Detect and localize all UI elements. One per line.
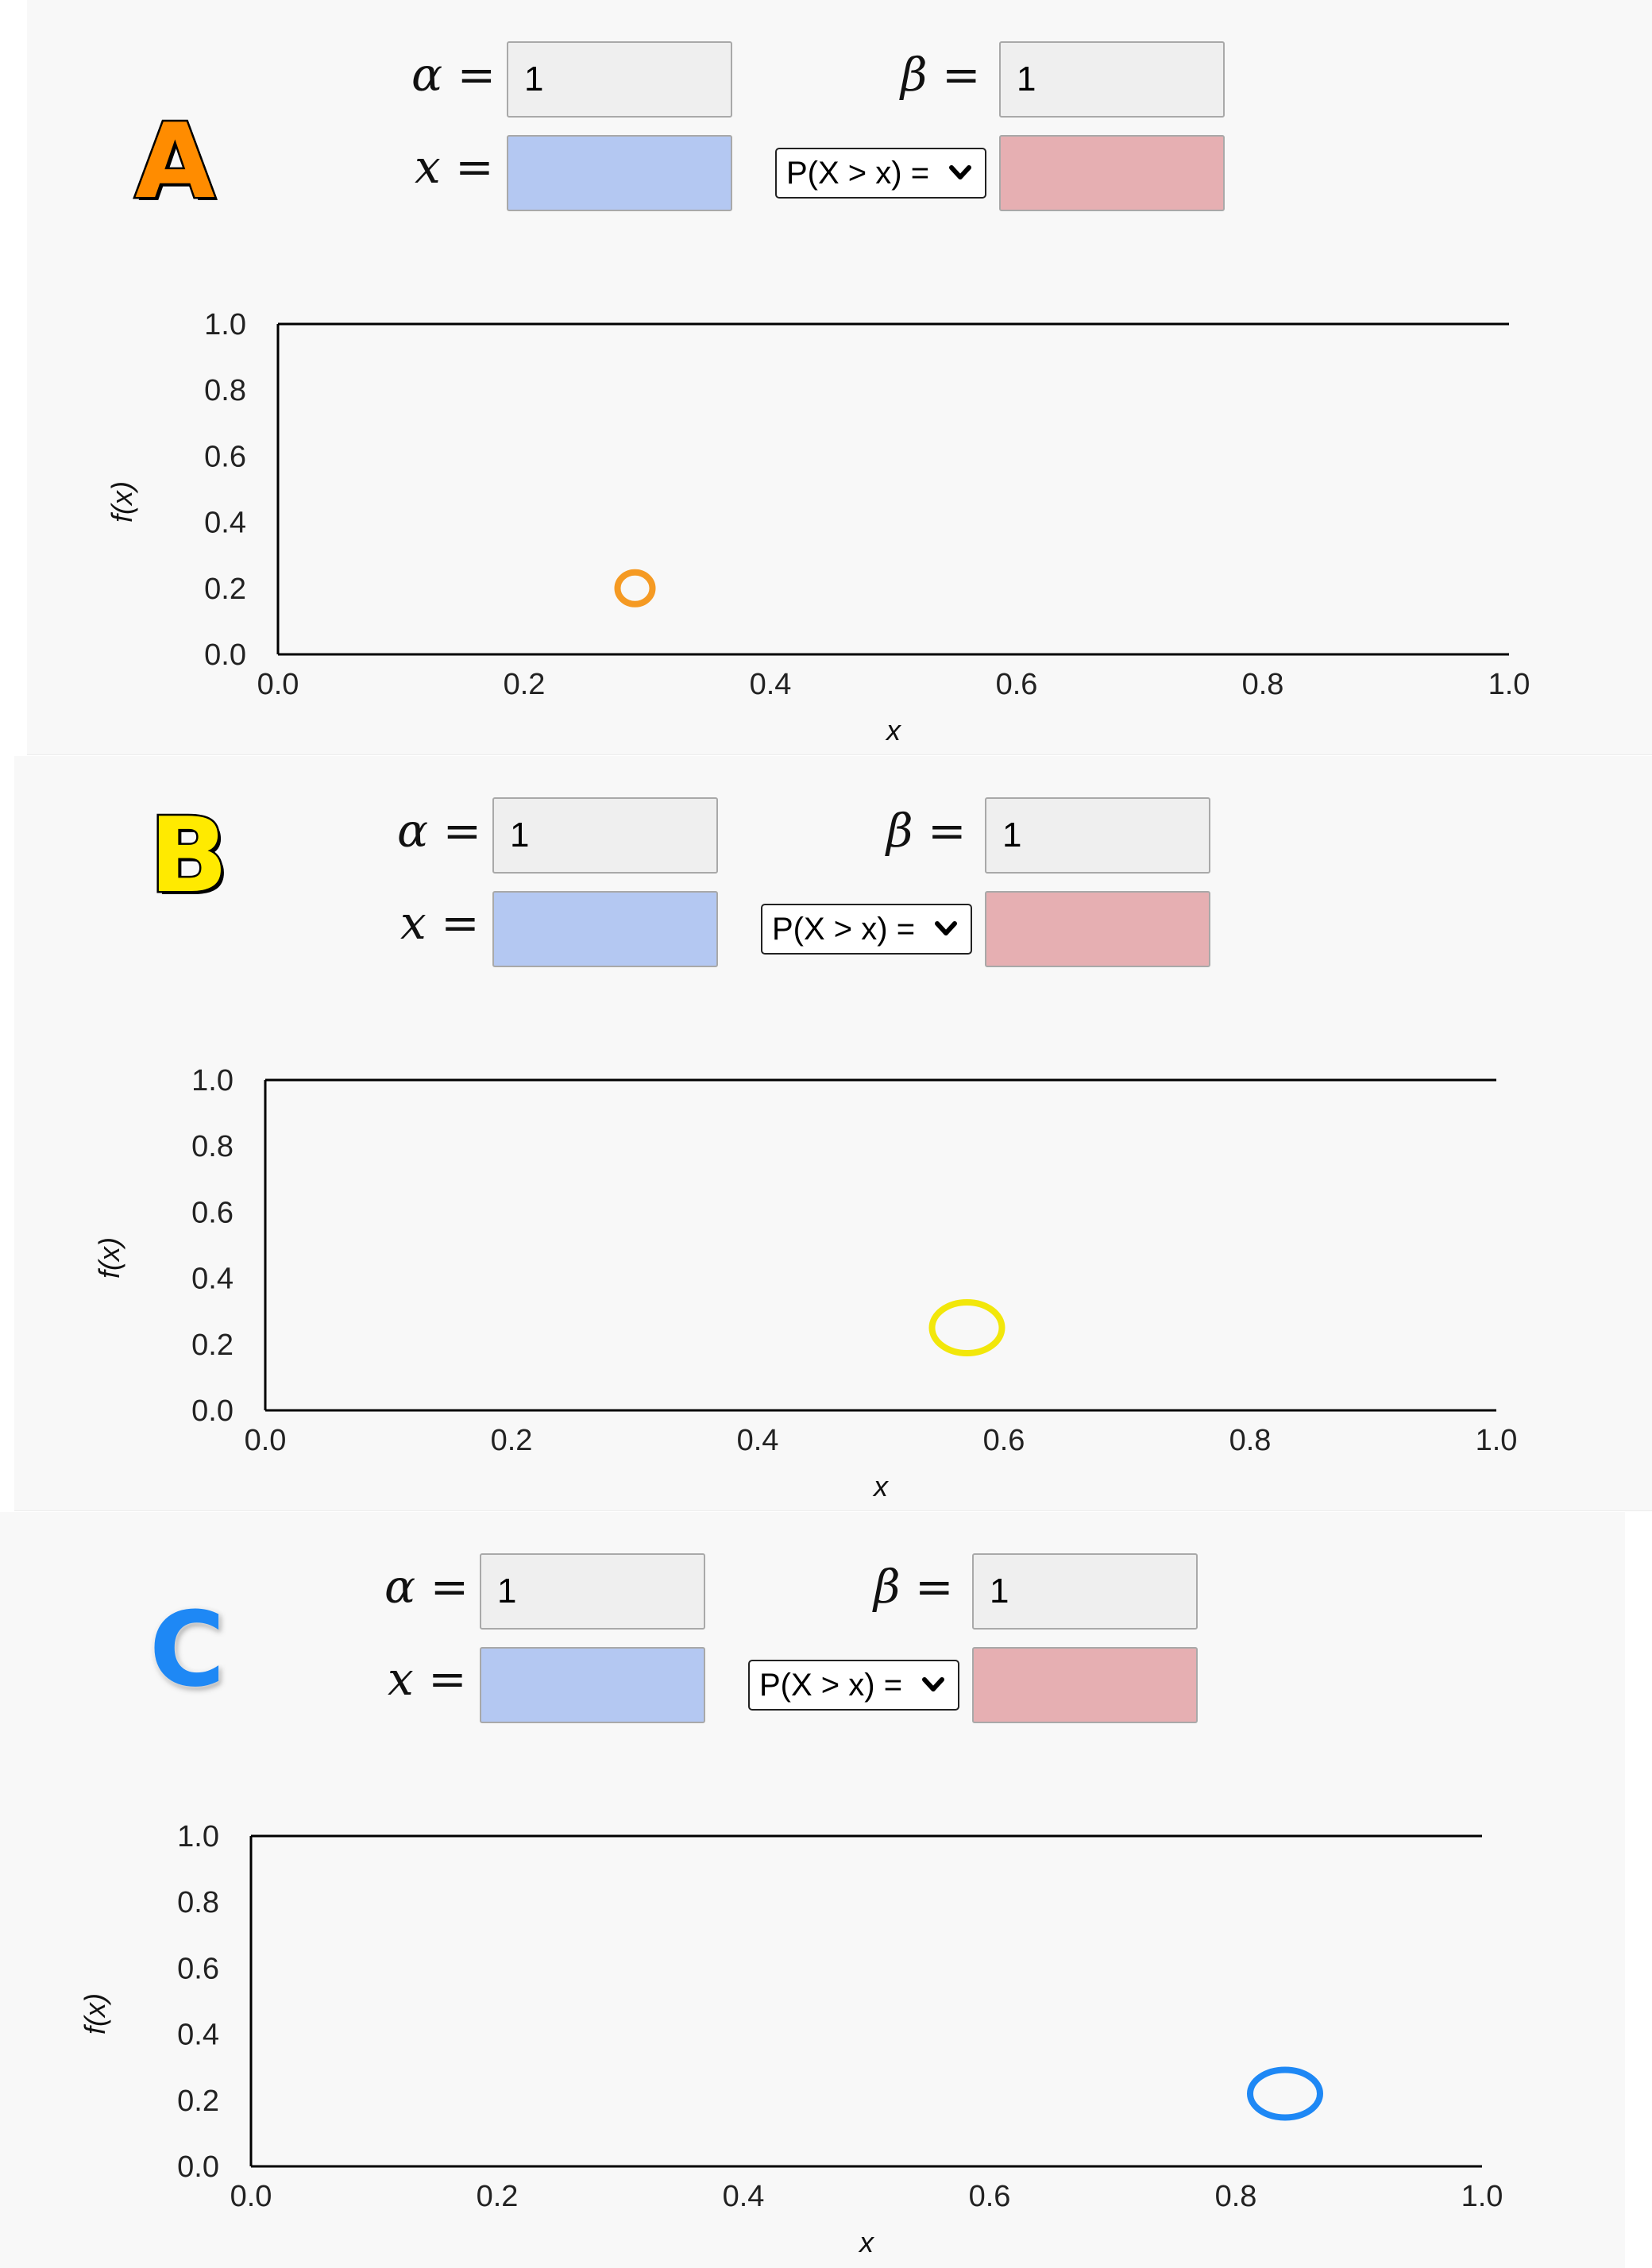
x-input[interactable] (480, 1647, 705, 1723)
x-label: x = (400, 896, 480, 950)
x-axis-label: x (885, 714, 902, 746)
y-tick-label: 0.6 (191, 1196, 234, 1229)
x-tick-label: 0.0 (257, 668, 299, 701)
x-axis-label: x (872, 1470, 890, 1502)
y-tick-label: 0.2 (204, 573, 246, 606)
y-tick-label: 0.0 (177, 2150, 219, 2184)
y-tick-label: 0.4 (191, 1263, 234, 1296)
y-axis-label: f(x) (79, 1993, 111, 2035)
y-tick-label: 0.4 (177, 2019, 219, 2052)
probability-select-value: P(X > x) = (759, 1667, 903, 1703)
y-tick-label: 0.4 (204, 507, 246, 540)
y-axis-label: f(x) (106, 481, 138, 523)
beta-panel-b: B α = β = x = P(X > x) = 0.0 0.2 0.4 0.6 0.8… (14, 756, 1652, 1510)
x-tick-label: 0.8 (1229, 1424, 1272, 1457)
x-tick-label: 1.0 (1488, 668, 1530, 701)
x-input[interactable] (492, 891, 718, 967)
x-tick-label: 1.0 (1461, 2180, 1503, 2213)
beta-label: β = (874, 1560, 954, 1614)
probability-select[interactable]: P(X > x) = (761, 904, 972, 955)
beta-input[interactable] (985, 797, 1210, 874)
panel-badge: A (133, 101, 218, 222)
y-tick-label: 0.6 (177, 1952, 219, 1985)
alpha-label: α = (384, 1560, 469, 1614)
beta-label: β = (901, 48, 981, 102)
alpha-label: α = (397, 804, 482, 858)
panel-badge: C (149, 1589, 226, 1710)
probability-output[interactable] (972, 1647, 1198, 1723)
x-input[interactable] (507, 135, 732, 211)
panel-badge: B (147, 795, 230, 916)
density-chart: 0.0 0.2 0.4 0.6 0.8 1.0 0.0 0.2 0.4 0.6 0.8 1.0 x f(x… (79, 1820, 1503, 2258)
y-tick-label: 1.0 (204, 308, 246, 341)
probability-select[interactable]: P(X > x) = (775, 148, 986, 199)
x-tick-label: 1.0 (1476, 1424, 1518, 1457)
alpha-input[interactable] (480, 1553, 705, 1630)
y-tick-label: 0.0 (204, 638, 246, 672)
y-tick-label: 0.8 (191, 1130, 234, 1163)
x-tick-label: 0.4 (737, 1424, 779, 1457)
x-tick-label: 0.6 (969, 2180, 1011, 2213)
alpha-input[interactable] (507, 41, 732, 118)
y-axis-label: f(x) (93, 1237, 125, 1279)
y-tick-label: 0.2 (177, 2085, 219, 2118)
data-point-marker[interactable] (928, 1299, 1005, 1356)
y-tick-label: 1.0 (191, 1064, 234, 1097)
y-tick-label: 0.8 (177, 1886, 219, 1919)
y-tick-label: 0.0 (191, 1394, 234, 1428)
probability-output[interactable] (985, 891, 1210, 967)
x-tick-label: 0.2 (477, 2180, 519, 2213)
data-point-marker[interactable] (614, 569, 656, 608)
beta-input[interactable] (999, 41, 1225, 118)
probability-select-value: P(X > x) = (786, 155, 930, 191)
y-tick-label: 0.8 (204, 374, 246, 407)
y-tick-label: 0.6 (204, 440, 246, 473)
x-tick-label: 0.0 (245, 1424, 287, 1457)
chevron-down-icon (949, 165, 971, 179)
beta-label: β = (886, 804, 967, 858)
x-tick-label: 0.8 (1242, 668, 1284, 701)
x-axis-label: x (858, 2226, 875, 2258)
probability-select[interactable]: P(X > x) = (748, 1660, 959, 1711)
chevron-down-icon (922, 1677, 944, 1691)
x-tick-label: 0.6 (983, 1424, 1025, 1457)
x-tick-label: 0.0 (230, 2180, 272, 2213)
probability-select-value: P(X > x) = (772, 911, 916, 947)
data-point-marker[interactable] (1247, 2066, 1323, 2121)
density-chart: 0.0 0.2 0.4 0.6 0.8 1.0 0.0 0.2 0.4 0.6 0.8 1.0 x f(x… (106, 308, 1530, 746)
beta-input[interactable] (972, 1553, 1198, 1630)
beta-panel-a: A α = β = x = P(X > x) = 0.0 0.2 0.4 0.6 0.8… (27, 0, 1652, 754)
alpha-label: α = (411, 48, 496, 102)
x-label: x = (388, 1652, 467, 1706)
chevron-down-icon (935, 921, 957, 935)
density-chart: 0.0 0.2 0.4 0.6 0.8 1.0 0.0 0.2 0.4 0.6 0.8 1.0 x f(x… (93, 1064, 1518, 1502)
y-tick-label: 0.2 (191, 1329, 234, 1362)
x-tick-label: 0.2 (491, 1424, 533, 1457)
y-tick-label: 1.0 (177, 1820, 219, 1853)
x-tick-label: 0.6 (996, 668, 1038, 701)
beta-panel-c: C α = β = x = P(X > x) = 0.0 0.2 0.4 0.6 0.8… (0, 1512, 1625, 2268)
probability-output[interactable] (999, 135, 1225, 211)
x-tick-label: 0.4 (750, 668, 792, 701)
x-tick-label: 0.2 (504, 668, 546, 701)
x-tick-label: 0.4 (723, 2180, 765, 2213)
alpha-input[interactable] (492, 797, 718, 874)
x-label: x = (415, 140, 494, 194)
x-tick-label: 0.8 (1215, 2180, 1257, 2213)
